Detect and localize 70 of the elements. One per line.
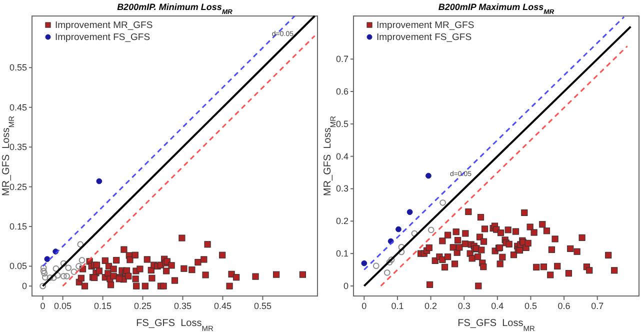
x-tick-label: 0.45 [214,301,232,311]
point [65,264,72,271]
y-tick-label: 0.1 [336,248,348,259]
point [64,272,70,280]
point [428,226,434,234]
x-tick-label: 0.5 [524,301,537,311]
x-tick-label: 0.6 [558,301,570,311]
y-tick-label: 0.55 [9,62,27,73]
x-axis-title: FS_GFS Loss$_{MR}$ [458,318,536,332]
point [388,256,395,263]
point [361,260,368,266]
point [398,248,405,256]
x-tick-label: 0.4 [491,301,504,311]
point [386,259,393,266]
point [77,241,84,248]
point [42,274,48,281]
y-tick-label: 0.15 [9,221,27,232]
point [70,268,78,275]
point [78,257,86,264]
x-tick-label: 0.15 [94,301,112,311]
chart-title: B200mIP. Minimum Loss$_{MR}$ [117,2,233,16]
y-tick-label: 0.4 [336,151,348,162]
point [96,178,102,184]
point [46,274,54,281]
legend-label: Improvement FS_GFS [376,32,472,43]
point [384,269,390,276]
x-tick-label: 0.05 [54,301,72,311]
point [372,262,380,270]
point [50,274,57,281]
point [396,226,402,232]
point [76,263,82,270]
y-tick-label: 0 [22,281,27,292]
x-tick-label: 0.3 [458,301,470,311]
y-tick-label: 0.6 [336,86,348,97]
x-tick-label: 0.55 [254,301,272,311]
legend-label: Improvement MR_GFS [376,20,474,31]
point [40,268,47,274]
y-tick-label: 0.35 [9,142,27,152]
y-tick-label: 0.05 [9,261,27,272]
y-tick-label: 0.2 [336,216,348,226]
x-tick-label: 0.35 [174,301,192,311]
legend-label: Improvement MR_GFS [55,20,153,31]
y-tick-label: 0.7 [336,54,348,64]
point [40,264,47,271]
x-tick-label: 0 [362,301,367,311]
x-tick-label: 0.2 [424,301,438,311]
point [406,209,413,216]
y-tick-label: 0.3 [336,184,348,194]
point [44,256,50,262]
y-tick-label: 0 [343,280,348,291]
y-tick-label: 0.45 [9,102,27,112]
point [411,230,418,237]
point [52,265,60,272]
point [60,272,67,280]
chart-title: B200mIP Maximum Loss$_{MR}$ [438,2,554,16]
point [440,199,446,206]
x-tick-label: 0 [40,301,46,311]
point [398,244,405,250]
point [60,260,67,267]
point [40,282,46,290]
x-tick-label: 0.1 [391,301,404,311]
point [54,272,61,279]
x-axis-title: FS_GFS Loss$_{MR}$ [136,318,214,332]
y-tick-label: 0.25 [9,182,27,192]
x-tick-label: 0.25 [134,301,152,311]
legend-label: Improvement FS_GFS [55,32,150,43]
x-tick-label: 0.7 [591,301,604,311]
y-tick-label: 0.5 [336,118,348,129]
point [41,270,48,277]
point [426,172,432,179]
